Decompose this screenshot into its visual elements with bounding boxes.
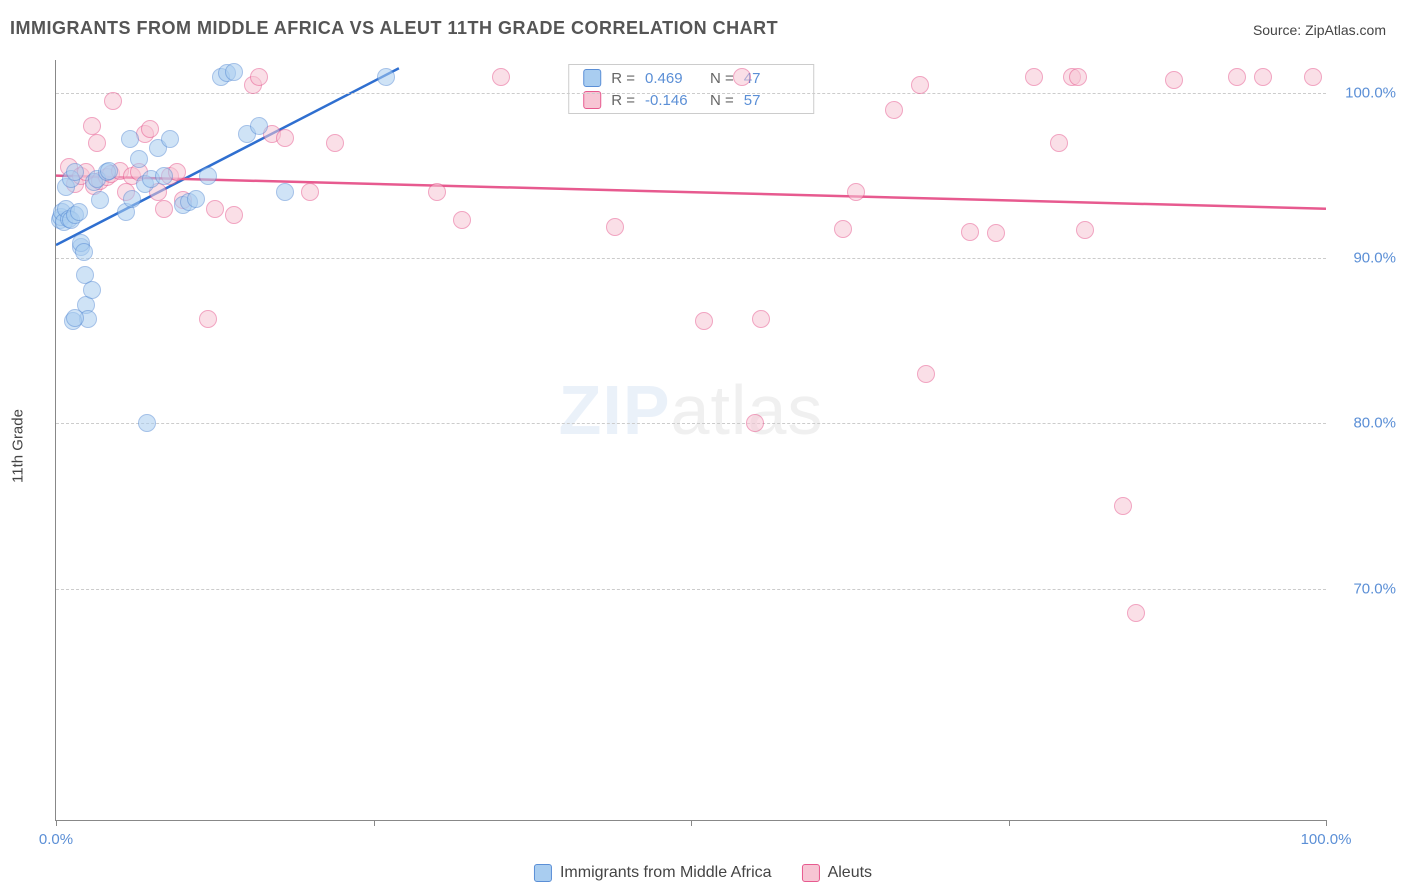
- y-axis-label: 11th Grade: [10, 409, 27, 483]
- data-point: [752, 310, 770, 328]
- data-point: [123, 190, 141, 208]
- gridline-h: [56, 423, 1326, 424]
- data-point: [301, 183, 319, 201]
- data-point: [187, 190, 205, 208]
- data-point: [1050, 134, 1068, 152]
- data-point: [746, 414, 764, 432]
- data-point: [225, 63, 243, 81]
- swatch-series-a: [583, 69, 601, 87]
- data-point: [885, 101, 903, 119]
- data-point: [961, 223, 979, 241]
- data-point: [91, 191, 109, 209]
- y-tick-label: 90.0%: [1336, 250, 1396, 267]
- data-point: [225, 206, 243, 224]
- data-point: [911, 76, 929, 94]
- data-point: [1025, 68, 1043, 86]
- data-point: [138, 414, 156, 432]
- x-tick-mark: [1326, 820, 1327, 826]
- data-point: [1127, 604, 1145, 622]
- data-point: [161, 130, 179, 148]
- x-tick-mark: [374, 820, 375, 826]
- legend-item-series-b: Aleuts: [802, 864, 872, 882]
- data-point: [453, 211, 471, 229]
- x-tick-label: 0.0%: [39, 831, 73, 848]
- data-point: [206, 200, 224, 218]
- legend-swatch-a: [534, 864, 552, 882]
- data-point: [88, 134, 106, 152]
- y-tick-label: 100.0%: [1336, 85, 1396, 102]
- legend-item-series-a: Immigrants from Middle Africa: [534, 864, 772, 882]
- data-point: [695, 312, 713, 330]
- data-point: [1304, 68, 1322, 86]
- data-point: [70, 203, 88, 221]
- data-point: [492, 68, 510, 86]
- data-point: [66, 309, 84, 327]
- data-point: [75, 243, 93, 261]
- x-tick-mark: [691, 820, 692, 826]
- data-point: [199, 310, 217, 328]
- data-point: [199, 167, 217, 185]
- data-point: [834, 220, 852, 238]
- y-tick-label: 70.0%: [1336, 580, 1396, 597]
- legend-label-a: Immigrants from Middle Africa: [560, 864, 772, 882]
- data-point: [1165, 71, 1183, 89]
- data-point: [276, 183, 294, 201]
- data-point: [428, 183, 446, 201]
- x-tick-label: 100.0%: [1301, 831, 1352, 848]
- data-point: [847, 183, 865, 201]
- gridline-h: [56, 258, 1326, 259]
- data-point: [987, 224, 1005, 242]
- regression-lines: [56, 60, 1326, 820]
- x-tick-mark: [56, 820, 57, 826]
- series-legend: Immigrants from Middle Africa Aleuts: [534, 864, 872, 882]
- stats-legend: R =0.469 N =47 R =-0.146 N =57: [568, 64, 814, 114]
- data-point: [377, 68, 395, 86]
- data-point: [276, 129, 294, 147]
- data-point: [141, 120, 159, 138]
- data-point: [1228, 68, 1246, 86]
- legend-label-b: Aleuts: [828, 864, 872, 882]
- data-point: [66, 163, 84, 181]
- data-point: [1114, 497, 1132, 515]
- data-point: [1254, 68, 1272, 86]
- data-point: [733, 68, 751, 86]
- watermark: ZIPatlas: [559, 370, 824, 450]
- data-point: [100, 162, 118, 180]
- data-point: [104, 92, 122, 110]
- data-point: [155, 167, 173, 185]
- data-point: [83, 281, 101, 299]
- plot-area: ZIPatlas R =0.469 N =47 R =-0.146 N =57 …: [55, 60, 1326, 821]
- data-point: [1076, 221, 1094, 239]
- data-point: [250, 117, 268, 135]
- data-point: [917, 365, 935, 383]
- gridline-h: [56, 93, 1326, 94]
- data-point: [130, 150, 148, 168]
- x-tick-mark: [1009, 820, 1010, 826]
- data-point: [250, 68, 268, 86]
- legend-swatch-b: [802, 864, 820, 882]
- source-attribution: Source: ZipAtlas.com: [1253, 22, 1386, 38]
- data-point: [326, 134, 344, 152]
- data-point: [121, 130, 139, 148]
- data-point: [1069, 68, 1087, 86]
- data-point: [606, 218, 624, 236]
- y-tick-label: 80.0%: [1336, 415, 1396, 432]
- chart-container: IMMIGRANTS FROM MIDDLE AFRICA VS ALEUT 1…: [0, 0, 1406, 892]
- chart-title: IMMIGRANTS FROM MIDDLE AFRICA VS ALEUT 1…: [10, 18, 778, 39]
- gridline-h: [56, 589, 1326, 590]
- data-point: [83, 117, 101, 135]
- stats-row-series-a: R =0.469 N =47: [569, 67, 813, 89]
- data-point: [155, 200, 173, 218]
